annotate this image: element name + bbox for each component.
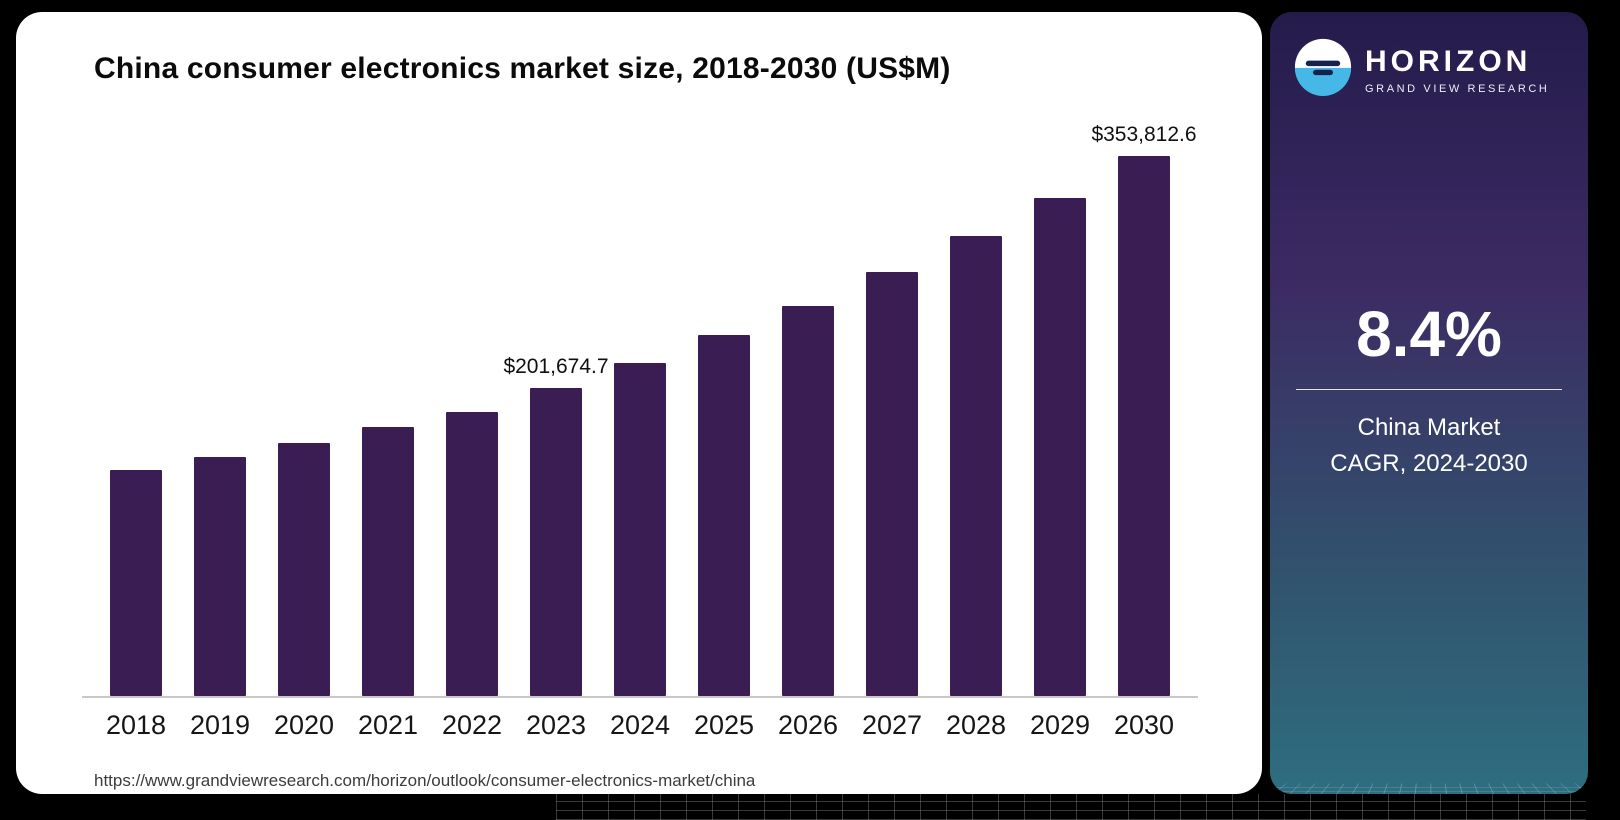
x-tick-2029: 2029 — [1029, 710, 1091, 740]
x-tick-2019: 2019 — [189, 710, 251, 740]
bar-slot-2018 — [94, 470, 178, 696]
x-tick-2022: 2022 — [441, 710, 503, 740]
x-axis-labels: 2018 2019 2020 2021 2022 2023 2024 2025 2026 2027… — [82, 710, 1198, 741]
layout: China consumer electronics market size, … — [16, 12, 1588, 794]
bar-slot-2024 — [598, 363, 682, 696]
bar-2022 — [446, 412, 498, 696]
chart-area: $201,674.7 $353,812.6 2018 2019 2020 2021 202… — [82, 112, 1198, 741]
bar-slot-2028 — [934, 236, 1018, 696]
x-tick-2023: 2023 — [525, 710, 587, 740]
bar-slot-2027 — [850, 272, 934, 696]
bar-2019 — [194, 457, 246, 696]
bar-slot-2025 — [682, 334, 766, 696]
bar-value-label-2023: $201,674.7 — [503, 355, 609, 379]
bar-slot-2023: $201,674.7 — [503, 355, 609, 696]
bar-2030 — [1118, 156, 1170, 696]
x-tick-2018: 2018 — [105, 710, 167, 740]
bar-2023 — [530, 388, 582, 696]
bar-slot-2022 — [430, 412, 514, 696]
bar-2027 — [866, 272, 918, 696]
stat-divider — [1296, 389, 1562, 390]
x-tick-2026: 2026 — [777, 710, 839, 740]
x-tick-2020: 2020 — [273, 710, 335, 740]
stat-block: 8.4% China Market CAGR, 2024-2030 — [1270, 297, 1588, 482]
bar-slot-2029 — [1018, 198, 1102, 696]
bar-value-label-2030: $353,812.6 — [1091, 123, 1197, 146]
x-tick-2028: 2028 — [945, 710, 1007, 740]
bar-slot-2026 — [766, 305, 850, 696]
chart-card: China consumer electronics market size, … — [16, 12, 1262, 794]
wireframe-mesh-decoration — [1270, 783, 1588, 794]
source-url: https://www.grandviewresearch.com/horizo… — [94, 771, 756, 790]
chart-title: China consumer electronics market size, … — [94, 52, 951, 85]
x-tick-2027: 2027 — [861, 710, 923, 740]
bar-2029 — [1034, 198, 1086, 696]
bar-2028 — [950, 236, 1002, 696]
horizon-logo-icon — [1294, 38, 1352, 101]
bar-slot-2020 — [262, 443, 346, 696]
logo-row: HORIZON GRAND VIEW RESEARCH — [1270, 12, 1588, 101]
logo-subtext: GRAND VIEW RESEARCH — [1365, 82, 1550, 95]
x-tick-2024: 2024 — [609, 710, 671, 740]
bar-slot-2021 — [346, 427, 430, 696]
bar-slot-2019 — [178, 457, 262, 696]
bar-2026 — [782, 305, 834, 696]
x-tick-2021: 2021 — [357, 710, 419, 740]
stat-label-line1: China Market — [1357, 414, 1501, 441]
bar-2020 — [278, 443, 330, 696]
bottom-mesh-decoration — [556, 794, 1586, 820]
bar-2021 — [362, 427, 414, 696]
plot-area: $201,674.7 $353,812.6 — [82, 112, 1198, 698]
logo-wordmark: HORIZON — [1365, 44, 1532, 78]
bar-2024 — [614, 363, 666, 696]
x-tick-2025: 2025 — [693, 710, 755, 740]
bar-2025 — [698, 334, 750, 696]
bar-slot-2030: $353,812.6 — [1091, 123, 1197, 696]
stat-label-line2: CAGR, 2024-2030 — [1330, 450, 1528, 477]
sidebar-panel: HORIZON GRAND VIEW RESEARCH 8.4% China M… — [1270, 12, 1588, 794]
stat-value: 8.4% — [1356, 298, 1502, 370]
logo-text: HORIZON GRAND VIEW RESEARCH — [1365, 45, 1549, 95]
bar-2018 — [110, 470, 162, 696]
x-tick-2030: 2030 — [1113, 710, 1175, 740]
